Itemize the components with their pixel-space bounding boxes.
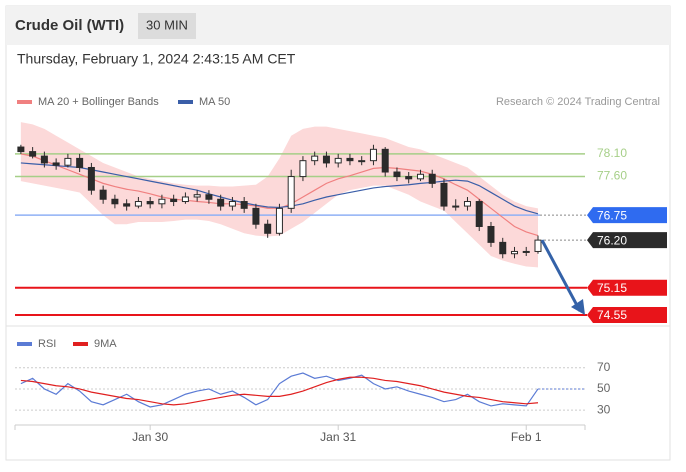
x-tick-label: Jan 31 xyxy=(320,430,356,444)
candle-body xyxy=(264,223,272,234)
candle-body xyxy=(205,194,213,200)
legend-label: 9MA xyxy=(94,338,117,350)
card xyxy=(5,5,671,461)
level-tag xyxy=(587,307,667,324)
interval-label: 30 MIN xyxy=(146,17,188,32)
candle-body xyxy=(228,201,236,207)
candle-body xyxy=(534,239,542,252)
candle-body xyxy=(428,173,436,184)
candle-body xyxy=(111,198,119,205)
candle-body xyxy=(381,148,389,173)
candle-body xyxy=(287,176,295,209)
candle-body xyxy=(29,151,37,157)
candle-body xyxy=(252,207,260,225)
level-label: 78.10 xyxy=(597,146,627,160)
candle-body xyxy=(299,160,307,178)
level-label: 76.75 xyxy=(597,208,627,222)
candle-body xyxy=(510,250,518,255)
candle-body xyxy=(134,201,142,207)
candle-body xyxy=(311,155,319,162)
candle-body xyxy=(369,148,377,162)
legend-swatch xyxy=(17,100,32,104)
candle-body xyxy=(240,201,248,209)
candle-body xyxy=(463,201,471,207)
legend-label: MA 20 + Bollinger Bands xyxy=(38,96,159,108)
y-tick-label: 50 xyxy=(597,381,611,395)
level-tag xyxy=(587,232,667,249)
header-bar xyxy=(6,6,670,45)
forecast-arrow-head xyxy=(571,299,585,316)
candle-body xyxy=(522,250,530,253)
candle-body xyxy=(76,157,84,168)
candle-body xyxy=(146,201,154,205)
candle-body xyxy=(499,241,507,255)
candle-body xyxy=(322,155,330,164)
candle-body xyxy=(440,182,448,207)
legend-label: MA 50 xyxy=(199,96,230,108)
candle-body xyxy=(275,207,283,234)
candle-body xyxy=(40,155,48,164)
candle-body xyxy=(52,162,60,166)
candle-body xyxy=(487,225,495,243)
level-label: 74.55 xyxy=(597,308,627,322)
candle-body xyxy=(358,160,366,163)
forecast-arrow xyxy=(540,239,582,312)
candle-body xyxy=(87,166,95,191)
x-tick-label: Jan 30 xyxy=(132,430,168,444)
level-tag xyxy=(587,279,667,296)
x-tick-label: Feb 1 xyxy=(511,430,542,444)
candle-body xyxy=(346,157,354,162)
source: Research © 2024 Trading Central xyxy=(496,96,660,108)
candle-body xyxy=(99,189,107,200)
level-label: 76.20 xyxy=(597,233,627,247)
candle-body xyxy=(475,201,483,227)
timestamp: Thursday, February 1, 2024 2:43:15 AM CE… xyxy=(17,51,296,67)
candle-body xyxy=(158,198,166,205)
candle-body xyxy=(181,196,189,203)
candle-body xyxy=(123,203,131,207)
level-tag xyxy=(587,207,667,224)
interval-badge xyxy=(138,13,196,39)
y-tick-label: 30 xyxy=(597,402,611,416)
candle-body xyxy=(193,194,201,198)
bollinger-band xyxy=(20,122,538,268)
candle-body xyxy=(452,205,460,208)
legend-swatch xyxy=(17,342,32,346)
candle-body xyxy=(405,176,413,180)
level-label: 77.60 xyxy=(597,169,627,183)
candle-body xyxy=(64,157,72,166)
level-label: 75.15 xyxy=(597,281,627,295)
candle-body xyxy=(416,173,424,180)
candle-body xyxy=(170,198,178,203)
legend-swatch xyxy=(73,342,88,346)
instrument-title: Crude Oil (WTI) xyxy=(15,17,124,34)
candle-body xyxy=(17,146,25,153)
rsi-line xyxy=(20,376,539,406)
candle-body xyxy=(393,171,401,178)
legend-swatch xyxy=(178,100,193,104)
rsi-line xyxy=(20,372,539,408)
legend-label: RSI xyxy=(38,338,56,350)
candle-body xyxy=(334,157,342,164)
y-tick-label: 70 xyxy=(597,360,611,374)
candle-body xyxy=(217,198,225,207)
